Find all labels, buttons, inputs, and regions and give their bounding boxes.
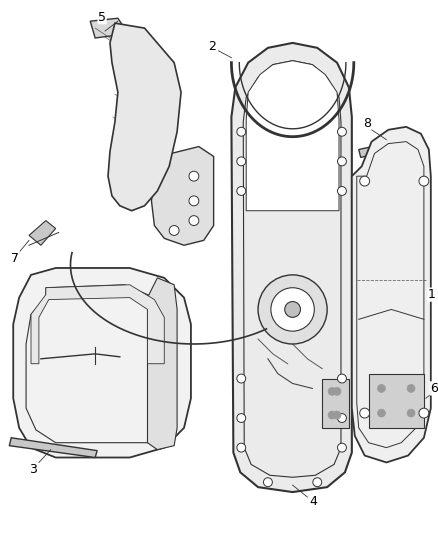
- Text: 6: 6: [430, 382, 438, 395]
- Circle shape: [237, 187, 246, 196]
- Circle shape: [189, 196, 199, 206]
- Polygon shape: [148, 278, 177, 450]
- Circle shape: [333, 411, 341, 419]
- Polygon shape: [359, 136, 420, 157]
- Circle shape: [237, 127, 246, 136]
- Circle shape: [407, 409, 415, 417]
- Circle shape: [328, 411, 336, 419]
- Polygon shape: [9, 438, 97, 457]
- Circle shape: [169, 225, 179, 236]
- Circle shape: [237, 157, 246, 166]
- Circle shape: [333, 387, 341, 395]
- Circle shape: [237, 443, 246, 452]
- Circle shape: [189, 216, 199, 225]
- Circle shape: [264, 478, 272, 487]
- Text: 2: 2: [208, 41, 215, 53]
- Polygon shape: [231, 43, 352, 492]
- Text: 8: 8: [363, 117, 371, 131]
- Polygon shape: [108, 23, 181, 211]
- Circle shape: [378, 384, 385, 392]
- Text: 4: 4: [309, 496, 317, 508]
- Polygon shape: [352, 127, 431, 463]
- Circle shape: [313, 478, 322, 487]
- Text: 7: 7: [11, 252, 19, 264]
- Polygon shape: [90, 18, 155, 87]
- Circle shape: [237, 374, 246, 383]
- Circle shape: [285, 302, 300, 317]
- Circle shape: [378, 409, 385, 417]
- Polygon shape: [246, 61, 339, 211]
- Text: 5: 5: [98, 11, 106, 24]
- Text: 1: 1: [428, 288, 436, 301]
- Circle shape: [271, 288, 314, 331]
- Circle shape: [328, 387, 336, 395]
- Circle shape: [407, 384, 415, 392]
- Circle shape: [338, 414, 346, 423]
- Polygon shape: [31, 285, 164, 364]
- Circle shape: [360, 176, 370, 186]
- Polygon shape: [152, 147, 214, 245]
- Circle shape: [360, 408, 370, 418]
- Polygon shape: [322, 378, 349, 428]
- Circle shape: [258, 275, 327, 344]
- Circle shape: [338, 157, 346, 166]
- Polygon shape: [369, 374, 424, 428]
- Circle shape: [419, 408, 429, 418]
- Text: 3: 3: [29, 463, 37, 476]
- Circle shape: [338, 127, 346, 136]
- Circle shape: [338, 187, 346, 196]
- Polygon shape: [29, 221, 56, 245]
- Circle shape: [419, 176, 429, 186]
- Circle shape: [338, 443, 346, 452]
- Circle shape: [237, 414, 246, 423]
- Circle shape: [338, 374, 346, 383]
- Circle shape: [189, 171, 199, 181]
- Polygon shape: [13, 268, 191, 457]
